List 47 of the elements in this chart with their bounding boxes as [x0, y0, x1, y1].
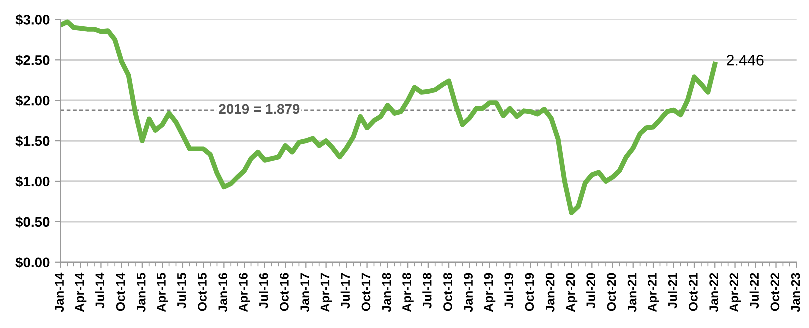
annotation: 2.446 [726, 55, 764, 66]
x-tick-label: Jul-20 [586, 273, 596, 309]
x-tick-label: Oct-18 [444, 273, 452, 312]
x-tick-label: Apr-22 [730, 273, 742, 312]
x-tick-label: Oct-21 [689, 273, 698, 312]
x-tick-label: Apr-14 [75, 272, 87, 312]
x-tick-label: Jan-17 [300, 273, 310, 312]
x-tick-label: Apr-19 [484, 273, 496, 312]
x-tick-label: Jan-20 [546, 273, 555, 312]
x-tick-label: Jul-15 [177, 273, 186, 309]
x-tick-label: Jan-15 [137, 273, 146, 312]
ref-line-label: 2019 = 1.879 [219, 104, 300, 114]
x-tick-label: Oct-22 [770, 273, 780, 312]
x-tick-label: Jan-21 [628, 273, 637, 312]
x-tick-label: Jan-14 [55, 272, 64, 312]
x-tick-label: Jan-22 [710, 273, 718, 312]
x-tick-label: Oct-15 [198, 273, 207, 312]
x-tick-label: Oct-14 [116, 272, 126, 312]
x-tick-label: Oct-19 [525, 273, 534, 312]
y-tick-label: $2.00 [16, 95, 50, 107]
y-tick-label: $3.00 [16, 14, 50, 26]
x-tick-label: Apr-15 [157, 273, 168, 312]
x-tick-label: Oct-16 [280, 273, 289, 312]
x-tick-label: Jan-16 [218, 273, 228, 312]
x-tick-label: Jul-21 [668, 273, 678, 309]
x-tick-label: Jan-23 [791, 273, 800, 312]
x-tick-label: Apr-17 [320, 273, 332, 312]
x-tick-label: Jul-19 [504, 273, 514, 309]
x-tick-label: Jan-18 [382, 273, 392, 312]
x-tick-label: Jul-17 [340, 273, 350, 309]
x-tick-label: Jul-16 [259, 273, 268, 309]
x-tick-label: Oct-20 [607, 273, 616, 312]
y-tick-label: $1.50 [16, 136, 50, 148]
x-tick-label: Jan-19 [464, 273, 473, 312]
y-tick-label: $0.00 [16, 257, 50, 268]
x-tick-label: Apr-16 [239, 273, 250, 312]
y-tick-label: $0.50 [16, 216, 50, 228]
x-tick-label: Oct-17 [362, 273, 371, 312]
x-tick-label: Apr-21 [648, 273, 660, 312]
line-series [60, 20, 718, 216]
x-tick-label: Apr-20 [566, 273, 578, 312]
x-tick-label: Jul-18 [422, 273, 432, 309]
y-tick-label: $2.50 [16, 54, 50, 66]
y-tick-label: $1.00 [16, 176, 50, 188]
x-tick-label: Jul-22 [750, 273, 760, 309]
x-tick-label: Apr-18 [402, 273, 414, 312]
x-tick-label: Jul-14 [95, 272, 105, 309]
